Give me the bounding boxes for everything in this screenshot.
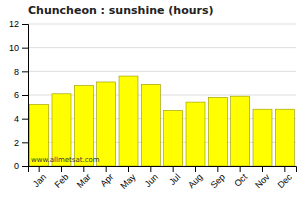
bar: [208, 97, 227, 166]
x-tick-mark: [240, 166, 241, 172]
x-tick-label: Jun: [143, 172, 160, 189]
grid-line: [28, 24, 296, 25]
y-tick-label: 10: [9, 43, 19, 53]
x-tick: Dec: [275, 166, 294, 190]
x-tick-mark: [128, 166, 129, 172]
bar: [186, 102, 205, 166]
x-tick-mark: [262, 166, 263, 172]
x-tick-label: Feb: [53, 172, 71, 190]
y-axis-line: [22, 25, 29, 167]
grid-line: [28, 71, 296, 72]
chart: 0 2 4 6 8 10 12 Jan FebMar AprMay Jun Jul AugSep OctN…: [0, 0, 306, 200]
y-tick-label: 6: [14, 90, 19, 100]
bar: [119, 76, 138, 166]
y-tick-label: 12: [9, 19, 19, 29]
y-tick: 2: [14, 138, 28, 148]
x-tick-label: Dec: [275, 171, 294, 190]
y-tick-mark: [22, 95, 28, 96]
bar: [141, 84, 160, 166]
grid: [28, 24, 296, 166]
y-tick-label: 2: [14, 138, 19, 148]
y-tick-label: 8: [14, 67, 19, 77]
x-tick-label: Mar: [75, 172, 93, 190]
y-tick-mark: [22, 71, 28, 72]
x-tick: Aug: [186, 166, 204, 190]
x-tick: Jan: [31, 166, 48, 189]
y-axis: 0 2 4 6 8 10 12: [9, 19, 29, 171]
y-tick: 12: [9, 19, 28, 29]
x-tick-mark: [284, 166, 285, 172]
y-tick-mark: [22, 142, 28, 143]
bar: [231, 96, 250, 166]
x-tick: Feb: [53, 166, 71, 190]
x-tick-label: Sep: [208, 172, 226, 190]
bar: [97, 82, 116, 166]
x-tick-mark: [173, 166, 174, 172]
x-tick-label: Nov: [253, 171, 272, 190]
x-tick-label: Jan: [31, 172, 48, 189]
x-axis: Jan FebMar AprMay Jun Jul AugSep OctNovDec: [29, 166, 297, 191]
y-tick-mark: [22, 166, 28, 167]
bar: [74, 86, 93, 166]
x-tick-mark: [195, 166, 196, 172]
y-tick: 0: [14, 161, 28, 171]
y-tick-mark: [22, 119, 28, 120]
title: Chuncheon : sunshine (hours): [28, 4, 214, 17]
y-tick: 4: [14, 114, 28, 124]
x-tick-mark: [39, 166, 40, 172]
x-tick: Nov: [253, 166, 272, 190]
bar: [275, 109, 294, 166]
x-tick-label: Jul: [167, 172, 182, 187]
x-tick: Jun: [143, 166, 160, 189]
x-tick-mark: [106, 166, 107, 172]
x-tick: May: [118, 166, 137, 191]
x-tick-mark: [217, 166, 218, 172]
y-tick-label: 4: [14, 114, 19, 124]
y-tick: 8: [14, 67, 28, 77]
bars: [30, 76, 295, 166]
x-tick-mark: [61, 166, 62, 172]
y-tick-label: 0: [14, 161, 19, 171]
y-tick-mark: [22, 24, 28, 25]
x-tick-label: Apr: [98, 172, 115, 189]
x-tick: Apr: [98, 166, 115, 189]
x-tick: Mar: [75, 166, 93, 190]
y-tick: 6: [14, 90, 28, 100]
y-tick-mark: [22, 48, 28, 49]
y-tick: 10: [9, 43, 28, 53]
x-axis-line: [29, 167, 297, 173]
x-tick: Jul: [167, 166, 182, 187]
x-tick-mark: [150, 166, 151, 172]
x-tick: Oct: [232, 166, 249, 189]
plot: 0 2 4 6 8 10 12 Jan FebMar AprMay Jun Jul AugSep OctN…: [9, 19, 297, 191]
x-tick-label: Aug: [186, 172, 204, 190]
bar: [253, 109, 272, 166]
watermark: www.allmetsat.com: [31, 156, 100, 164]
bar: [164, 110, 183, 166]
x-tick: Sep: [208, 166, 226, 190]
x-tick-label: Oct: [232, 171, 249, 188]
grid-line: [28, 47, 296, 48]
x-tick-label: May: [118, 171, 137, 190]
x-tick-mark: [83, 166, 84, 172]
